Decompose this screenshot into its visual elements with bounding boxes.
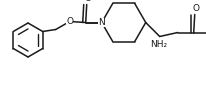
Text: O: O	[84, 0, 91, 3]
Text: NH₂: NH₂	[149, 40, 166, 49]
Text: N: N	[98, 18, 105, 27]
Text: O: O	[191, 4, 198, 13]
Text: O: O	[66, 17, 73, 26]
